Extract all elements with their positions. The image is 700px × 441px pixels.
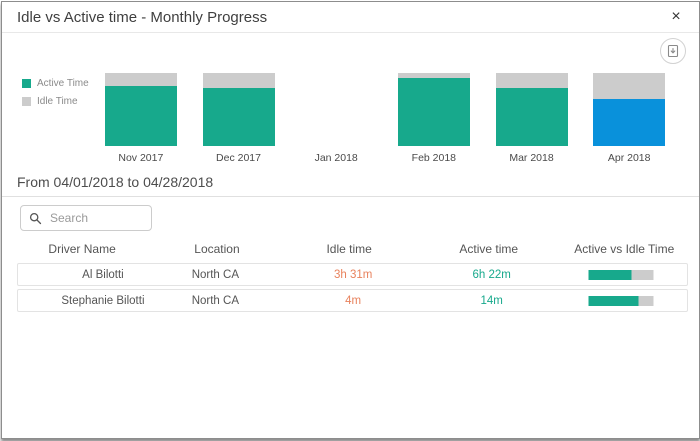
- dialog-title: Idle vs Active time - Monthly Progress: [17, 9, 268, 26]
- idle-time-swatch: [22, 97, 31, 106]
- month-label: Feb 2018: [411, 152, 457, 164]
- month-label: Apr 2018: [607, 152, 651, 164]
- search-box[interactable]: [20, 205, 152, 231]
- active-vs-idle-bar: [588, 295, 654, 306]
- search-input[interactable]: [48, 210, 143, 226]
- active-portion-fill: [588, 295, 639, 306]
- bar-group[interactable]: Jan 2018: [287, 73, 385, 167]
- month-label: Jan 2018: [314, 152, 358, 164]
- search-icon: [29, 212, 42, 225]
- bar-group[interactable]: Apr 2018: [580, 73, 678, 167]
- active-time-cell: 14m: [480, 294, 503, 307]
- legend-label: Idle Time: [37, 96, 78, 107]
- idle-time-cell: 3h 31m: [333, 268, 373, 281]
- bar-group[interactable]: Nov 2017: [92, 73, 190, 167]
- location-cell: North CA: [191, 268, 239, 281]
- stacked-bar: [202, 73, 275, 146]
- active-time-cell: 6h 22m: [472, 268, 511, 281]
- active-time-segment[interactable]: [495, 88, 568, 146]
- stacked-bar: [593, 73, 666, 146]
- driver-table-row[interactable]: Stephanie Bilotti North CA 4m 14m: [17, 289, 688, 312]
- chart-legend: Active Time Idle Time: [22, 78, 89, 114]
- active-time-segment[interactable]: [104, 86, 177, 146]
- column-header-driver-name: Driver Name: [48, 242, 116, 256]
- driver-table-row[interactable]: Al Bilotti North CA 3h 31m 6h 22m: [17, 263, 688, 286]
- idle-time-segment[interactable]: [495, 73, 568, 88]
- table-header-row: Driver Name Location Idle time Active ti…: [17, 242, 688, 258]
- column-header-idle-time: Idle time: [326, 242, 372, 256]
- bar-group[interactable]: Dec 2017: [190, 73, 288, 167]
- driver-name-cell: Al Bilotti: [82, 268, 124, 281]
- legend-label: Active Time: [37, 78, 89, 89]
- column-header-location: Location: [194, 242, 240, 256]
- location-cell: North CA: [191, 294, 239, 307]
- active-portion-fill: [588, 269, 632, 280]
- idle-time-segment[interactable]: [202, 73, 275, 88]
- date-range-label: From 04/01/2018 to 04/28/2018: [17, 174, 214, 190]
- driver-name-cell: Stephanie Bilotti: [61, 294, 145, 307]
- active-time-segment-selected[interactable]: [593, 99, 666, 146]
- section-divider: [2, 196, 699, 197]
- stacked-bar: [397, 73, 470, 146]
- idle-time-segment[interactable]: [104, 73, 177, 86]
- close-icon[interactable]: ×: [671, 8, 681, 25]
- stacked-bar: [104, 73, 177, 146]
- legend-item-active-time[interactable]: Active Time: [22, 78, 89, 89]
- month-label: Dec 2017: [216, 152, 261, 164]
- export-button[interactable]: [660, 38, 686, 64]
- idle-time-segment[interactable]: [397, 73, 470, 78]
- active-vs-idle-cell: [588, 295, 654, 306]
- active-time-segment[interactable]: [397, 78, 470, 146]
- export-chart-icon: [666, 44, 680, 58]
- month-label: Nov 2017: [118, 152, 164, 164]
- active-vs-idle-bar: [588, 269, 654, 280]
- bar-group[interactable]: Mar 2018: [483, 73, 581, 167]
- active-time-swatch: [22, 79, 31, 88]
- idle-time-cell: 4m: [345, 294, 362, 307]
- active-time-segment[interactable]: [202, 88, 275, 146]
- dialog-titlebar: Idle vs Active time - Monthly Progress ×: [2, 2, 699, 33]
- column-header-active-vs-idle: Active vs Idle Time: [574, 242, 675, 256]
- column-header-active-time: Active time: [459, 242, 519, 256]
- bar-group[interactable]: Feb 2018: [385, 73, 483, 167]
- active-vs-idle-cell: [588, 269, 654, 280]
- legend-item-idle-time[interactable]: Idle Time: [22, 96, 89, 107]
- bar-chart: Nov 2017 Dec 2017 Jan 2018 Feb 2018 Mar 2018…: [92, 73, 678, 167]
- stacked-bar: [495, 73, 568, 146]
- driver-table-body: Al Bilotti North CA 3h 31m 6h 22m Stephanie …: [17, 263, 688, 315]
- idle-time-segment[interactable]: [593, 73, 666, 99]
- month-label: Mar 2018: [509, 152, 554, 164]
- stacked-bar: [300, 73, 372, 146]
